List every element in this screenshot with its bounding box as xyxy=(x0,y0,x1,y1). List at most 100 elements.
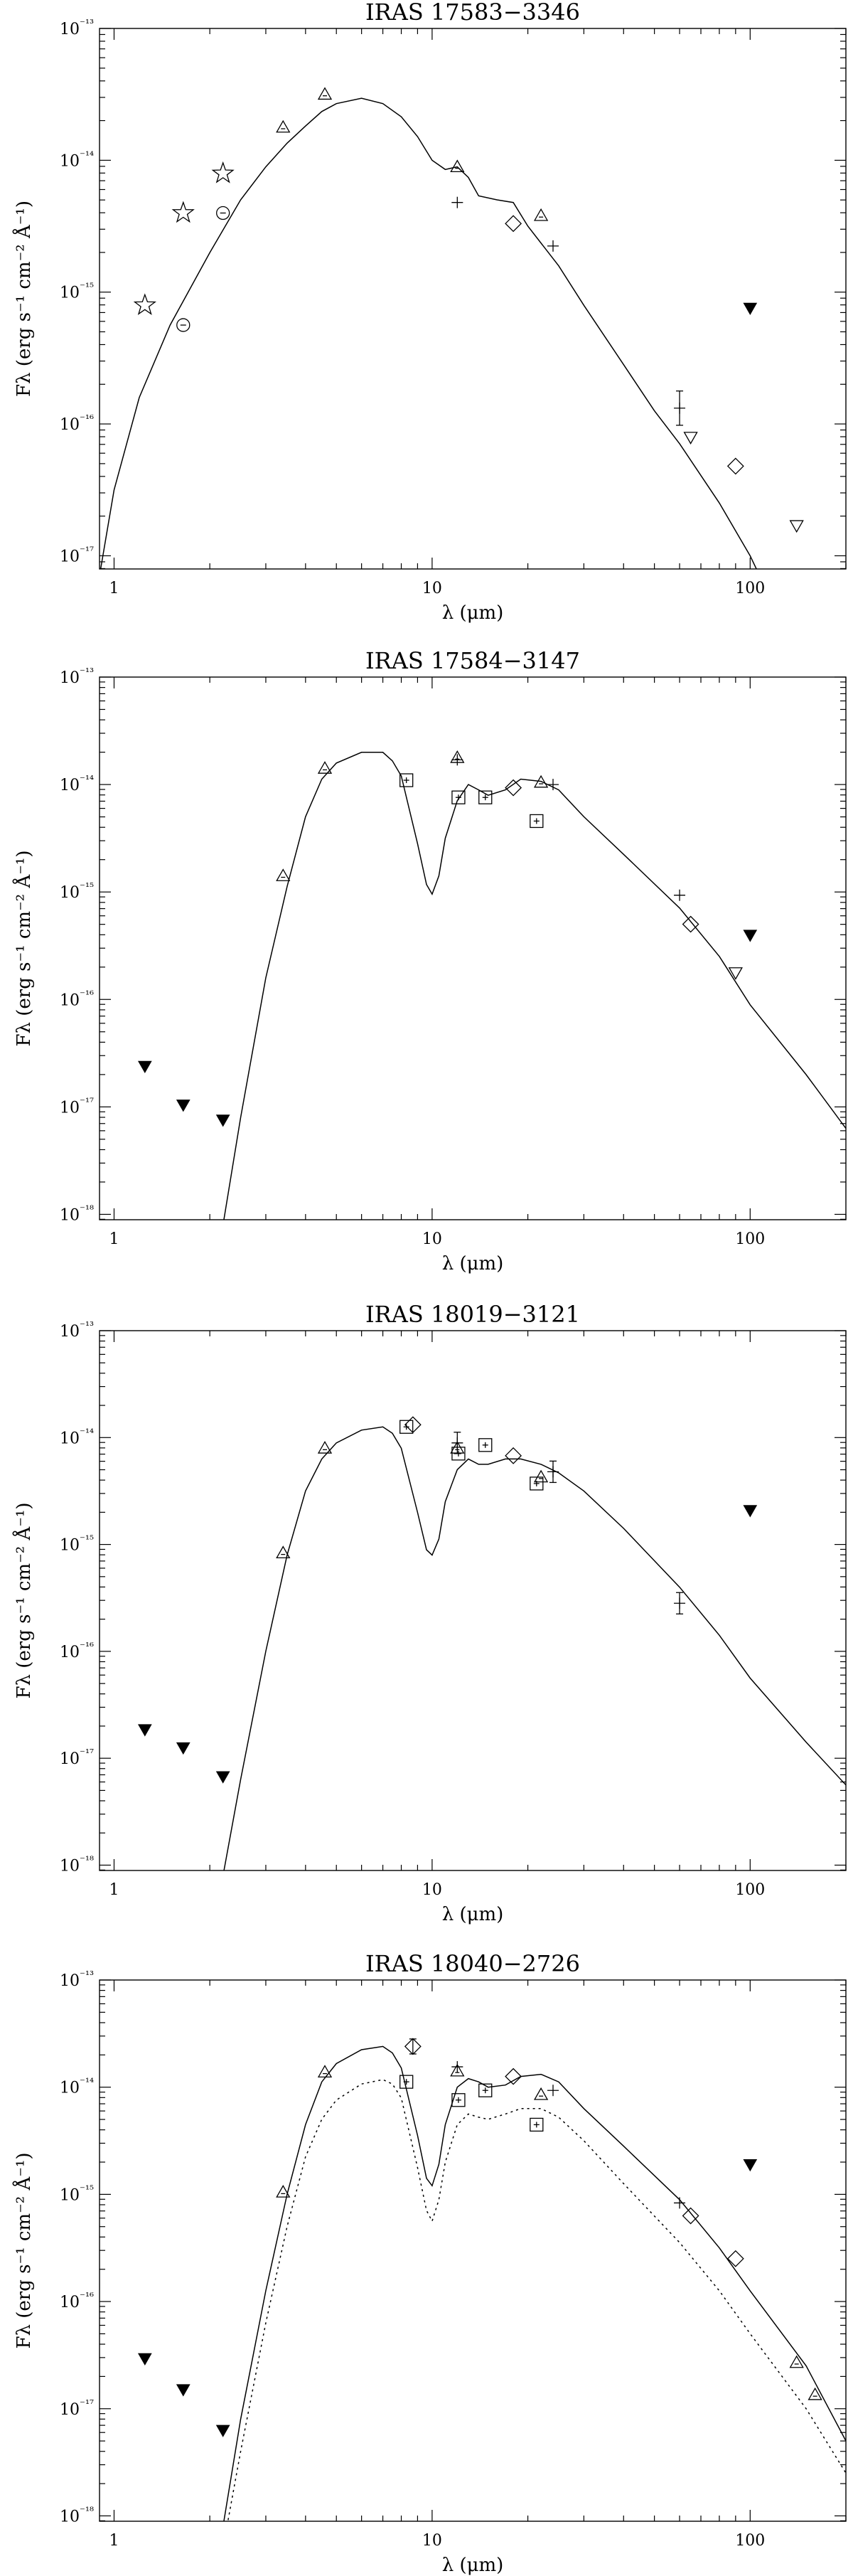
model-curve xyxy=(223,1426,846,1870)
data-point-star xyxy=(171,201,195,223)
x-axis-label: λ (μm) xyxy=(442,1904,504,1925)
x-axis-ticks: 1 10 100 xyxy=(109,677,847,1248)
data-point-diamond xyxy=(505,1447,522,1464)
y-axis-label: Fλ (erg s⁻¹ cm⁻² Å⁻¹) xyxy=(12,850,35,1046)
y-axis-label: Fλ (erg s⁻¹ cm⁻² Å⁻¹) xyxy=(12,2152,35,2348)
data-point-triangle xyxy=(450,159,465,173)
y-axis-ticks: 10⁻¹⁸ 10⁻¹⁷ 10⁻¹⁶ 10⁻¹⁵ 10⁻¹⁴ 10⁻¹³ xyxy=(60,666,846,1224)
x-tick-label: 100 xyxy=(735,1230,765,1248)
data-point-star xyxy=(211,161,235,183)
panel-title: IRAS 17584−3147 xyxy=(365,647,580,674)
data-point-square xyxy=(478,790,493,804)
x-tick-label: 1 xyxy=(109,580,119,597)
y-tick-label: 10⁻¹⁵ xyxy=(60,2183,94,2204)
data-point-triangle xyxy=(276,868,291,881)
y-tick-label: 10⁻¹³ xyxy=(60,666,94,687)
data-point-diamond xyxy=(682,915,699,933)
data-point-square xyxy=(530,1476,544,1491)
x-axis-ticks: 1 10 100 xyxy=(109,1331,847,1899)
data-point-square xyxy=(451,2093,466,2107)
plot-frame xyxy=(99,1979,847,2522)
y-tick-label: 10⁻¹⁶ xyxy=(60,1640,94,1661)
y-tick-label: 10⁻¹⁷ xyxy=(60,1095,94,1117)
x-tick-label: 1 xyxy=(109,2532,119,2550)
y-tick-label: 10⁻¹⁷ xyxy=(60,2397,94,2419)
data-point-upper-limit xyxy=(215,1771,230,1784)
data-point-triangle xyxy=(789,2355,804,2368)
data-point-triangle-down xyxy=(683,432,698,445)
data-point-upper-limit xyxy=(137,1060,152,1073)
y-axis-label: Fλ (erg s⁻¹ cm⁻² Å⁻¹) xyxy=(12,201,35,397)
data-point-triangle xyxy=(533,208,549,221)
x-tick-label: 1 xyxy=(109,1881,119,1899)
photometry-points xyxy=(137,750,758,1127)
model-curve xyxy=(100,97,757,569)
data-point-upper-limit xyxy=(176,1742,191,1755)
data-point-triangle xyxy=(317,87,333,100)
data-point-square xyxy=(530,2117,544,2132)
y-axis-ticks: 10⁻¹⁸ 10⁻¹⁷ 10⁻¹⁶ 10⁻¹⁵ 10⁻¹⁴ 10⁻¹³ xyxy=(60,1319,846,1875)
data-point-diamond xyxy=(726,2250,744,2267)
x-tick-label: 10 xyxy=(422,2532,442,2550)
panel-title: IRAS 18040−2726 xyxy=(365,1950,580,1977)
y-tick-label: 10⁻¹⁵ xyxy=(60,1533,94,1555)
data-point-upper-limit xyxy=(137,2353,152,2365)
data-point-triangle xyxy=(533,775,549,788)
data-point-diamond xyxy=(404,1416,422,1434)
data-point-square xyxy=(478,1438,493,1452)
data-point-upper-limit xyxy=(743,2159,758,2172)
x-axis-ticks: 1 10 100 xyxy=(109,1980,847,2550)
x-tick-label: 10 xyxy=(422,1230,442,1248)
y-tick-label: 10⁻¹⁸ xyxy=(60,1203,94,1224)
data-point-upper-limit xyxy=(176,2384,191,2397)
data-point-triangle xyxy=(276,119,291,133)
panel-title: IRAS 18019−3121 xyxy=(365,1301,580,1328)
y-tick-label: 10⁻¹⁵ xyxy=(60,880,94,902)
y-tick-label: 10⁻¹⁴ xyxy=(60,1426,94,1447)
x-axis-ticks: 1 10 100 xyxy=(109,28,847,597)
data-point-upper-limit xyxy=(743,930,758,942)
y-tick-label: 10⁻¹⁸ xyxy=(60,1853,94,1875)
data-point-diamond xyxy=(505,2067,522,2085)
data-point-upper-limit xyxy=(743,1505,758,1518)
data-point-square xyxy=(530,814,544,829)
y-tick-label: 10⁻¹⁵ xyxy=(60,281,94,302)
data-point-circle xyxy=(216,206,230,220)
data-point-triangle xyxy=(533,2087,549,2100)
data-point-triangle xyxy=(276,2185,291,2198)
data-point-upper-limit xyxy=(215,1114,230,1127)
y-axis-ticks: 10⁻¹⁷ 10⁻¹⁶ 10⁻¹⁵ 10⁻¹⁴ 10⁻¹³ xyxy=(60,17,846,570)
data-point-upper-limit xyxy=(215,2425,230,2437)
data-point-triangle-down xyxy=(789,520,804,533)
data-point-diamond xyxy=(505,215,522,233)
x-tick-label: 10 xyxy=(422,1881,442,1899)
data-point-square xyxy=(451,790,466,804)
y-tick-label: 10⁻¹⁶ xyxy=(60,2290,94,2311)
plot-frame xyxy=(99,676,847,1220)
data-point-triangle xyxy=(533,1469,549,1483)
data-point-triangle xyxy=(276,1545,291,1559)
x-tick-label: 10 xyxy=(422,580,442,597)
x-tick-label: 1 xyxy=(109,1230,119,1248)
photometry-points xyxy=(137,2038,822,2437)
sed-panel-2: IRAS 17584−3147 1 10 100 10⁻¹⁸ 10⁻¹⁷ 10⁻¹⁶ 10⁻¹… xyxy=(12,647,847,1274)
data-point-square xyxy=(399,773,414,787)
data-point-triangle xyxy=(317,1441,333,1454)
plot-frame xyxy=(99,28,847,570)
y-tick-label: 10⁻¹⁶ xyxy=(60,988,94,1009)
y-tick-label: 10⁻¹⁷ xyxy=(60,1747,94,1768)
y-tick-label: 10⁻¹⁴ xyxy=(60,149,94,170)
y-axis-ticks: 10⁻¹⁸ 10⁻¹⁷ 10⁻¹⁶ 10⁻¹⁵ 10⁻¹⁴ 10⁻¹³ xyxy=(60,1969,846,2526)
model-curve xyxy=(223,752,846,1220)
data-point-triangle xyxy=(808,2387,822,2400)
y-tick-label: 10⁻¹³ xyxy=(60,1969,94,1990)
data-point-upper-limit xyxy=(176,1100,191,1112)
x-axis-label: λ (μm) xyxy=(442,2555,504,2576)
data-point-square xyxy=(478,2083,493,2097)
data-point-upper-limit xyxy=(137,1724,152,1737)
data-point-diamond xyxy=(682,2207,699,2225)
data-point-triangle xyxy=(317,761,333,774)
